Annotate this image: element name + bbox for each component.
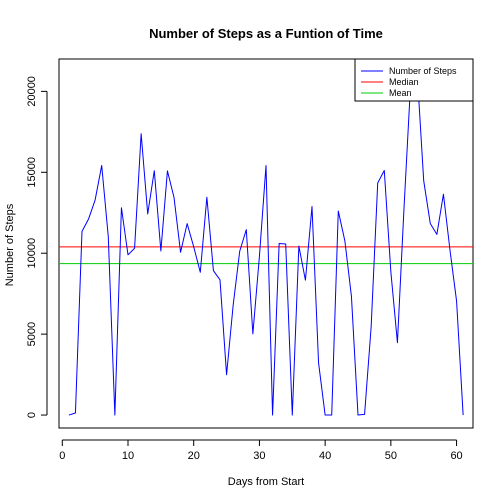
legend-entry: Number of Steps xyxy=(389,66,457,76)
y-tick-label: 0 xyxy=(26,412,38,418)
legend-entry: Mean xyxy=(389,88,412,98)
series-line-steps xyxy=(68,71,464,416)
y-tick-label: 20000 xyxy=(26,76,38,107)
x-tick-label: 0 xyxy=(59,450,65,462)
x-tick-label: 60 xyxy=(450,450,462,462)
y-axis-label: Number of Steps xyxy=(4,203,16,286)
legend-box xyxy=(354,58,474,102)
legend-entry: Median xyxy=(389,77,419,87)
plot-area: 0 10 20 30 40 50 60 0 5000 10000 15000 20000 Number … xyxy=(26,58,474,462)
x-tick-label: 50 xyxy=(385,450,397,462)
plot-frame xyxy=(58,58,474,429)
x-tick-label: 10 xyxy=(122,450,134,462)
y-tick-label: 15000 xyxy=(26,157,38,188)
x-tick-label: 40 xyxy=(319,450,331,462)
x-tick-label: 30 xyxy=(253,450,265,462)
y-tick-label: 10000 xyxy=(26,238,38,269)
y-tick-label: 5000 xyxy=(26,322,38,346)
chart-title: Number of Steps as a Funtion of Time xyxy=(149,26,383,41)
x-tick-label: 20 xyxy=(188,450,200,462)
x-axis-label: Days from Start xyxy=(228,476,304,488)
